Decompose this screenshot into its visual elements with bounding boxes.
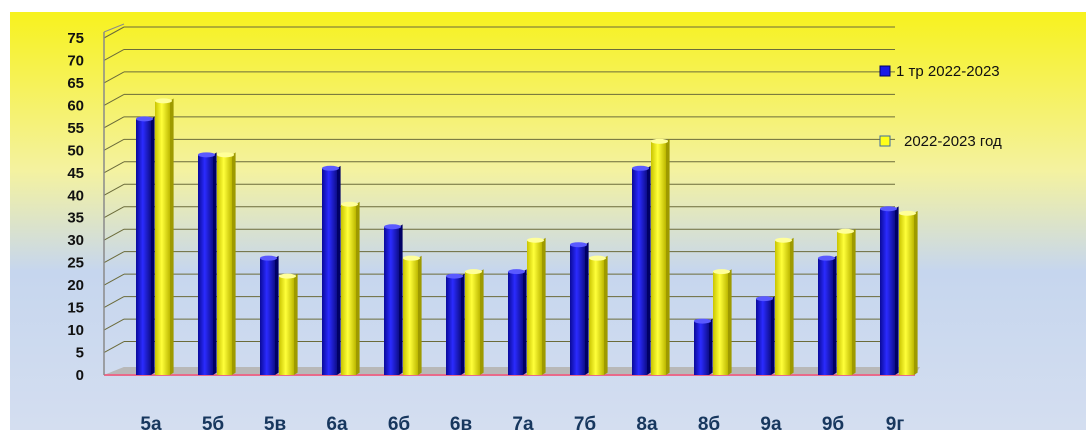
x-tick-label: 9б [822,414,844,432]
bar [632,165,651,375]
gridline-diagonal [103,228,125,241]
bar [403,255,422,375]
y-tick-label: 50 [67,142,84,159]
x-tick-label: 5а [140,414,162,432]
bar [198,152,217,375]
gridline-diagonal [103,138,125,151]
bar [465,269,484,375]
bar [775,237,794,375]
x-tick-label: 9а [760,414,782,432]
x-tick-label: 8б [698,414,720,432]
bar [694,318,713,375]
x-tick-label: 6а [326,414,348,432]
gridline-diagonal [103,183,125,196]
y-tick-label: 35 [67,210,84,227]
y-tick-label: 40 [67,187,84,204]
gridline-diagonal [103,49,125,61]
gridline-diagonal [103,116,125,129]
bar [651,138,670,375]
y-tick-label: 5 [76,345,84,362]
gridline-diagonal [103,341,125,353]
gridline-diagonal [103,161,125,174]
bar [527,237,546,375]
bar [570,242,589,375]
bar [818,255,837,375]
y-tick-label: 15 [67,300,84,317]
y-tick-label: 65 [67,75,84,92]
bar [384,224,403,375]
legend-swatch [879,135,891,147]
bar [446,273,465,375]
y-tick-label: 75 [67,30,84,47]
bar [260,255,279,375]
bar [880,206,899,375]
y-tick-label: 20 [67,277,84,294]
gridline-diagonal [103,71,125,84]
x-tick-label: 7б [574,414,596,432]
y-tick-label: 55 [67,120,84,137]
gridline-diagonal [103,26,125,39]
bar [756,296,775,375]
bar [899,210,918,375]
gridline-diagonal [103,318,125,331]
legend-swatch [879,65,891,77]
bar [155,98,174,376]
gridline-diagonal [103,273,125,286]
x-tick-label: 8а [636,414,658,432]
y-tick-label: 0 [76,367,84,384]
bar [217,152,236,375]
gridline-diagonal [103,93,125,106]
bar [341,201,360,375]
y-tick-label: 45 [67,165,84,182]
bar [713,269,732,375]
y-tick-label: 60 [67,97,84,114]
bar [322,165,341,375]
legend-entry: 2022-2023 год [879,133,1002,150]
y-axis-top [103,23,125,33]
legend-label: 1 тр 2022-2023 [896,63,1000,80]
y-tick-label: 25 [67,255,84,272]
bar [279,273,298,375]
x-tick-label: 9г [886,414,905,432]
x-tick-label: 6б [388,414,410,432]
bar [508,269,527,375]
x-tick-label: 7а [512,414,534,432]
x-tick-label: 6в [450,414,472,432]
bar [589,255,608,375]
gridline-diagonal [103,206,125,219]
bar [837,228,856,375]
x-tick-label: 5б [202,414,224,432]
y-tick-label: 70 [67,52,84,69]
x-tick-label: 5в [264,414,286,432]
bar [136,116,155,375]
gridline-diagonal [103,296,125,309]
gridline-diagonal [103,251,125,264]
legend-label: 2022-2023 год [904,133,1002,150]
y-tick-label: 10 [67,322,84,339]
legend-entry: 1 тр 2022-2023 [879,63,1000,80]
y-tick-label: 30 [67,232,84,249]
